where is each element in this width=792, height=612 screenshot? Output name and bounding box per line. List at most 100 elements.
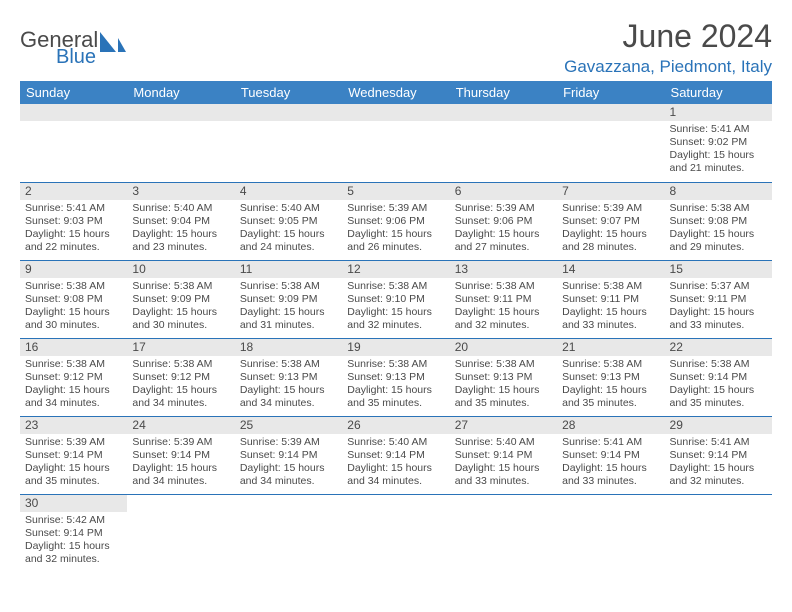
day-line: Daylight: 15 hours: [25, 384, 122, 397]
day-line: and 35 minutes.: [347, 397, 444, 410]
day-line: and 34 minutes.: [240, 397, 337, 410]
day-line: and 33 minutes.: [562, 475, 659, 488]
day-body: Sunrise: 5:41 AMSunset: 9:14 PMDaylight:…: [557, 434, 664, 493]
day-line: Sunrise: 5:42 AM: [25, 514, 122, 527]
day-body: Sunrise: 5:39 AMSunset: 9:07 PMDaylight:…: [557, 200, 664, 259]
day-line: Sunrise: 5:41 AM: [25, 202, 122, 215]
day-number: 15: [665, 261, 772, 278]
calendar-week-row: 1Sunrise: 5:41 AMSunset: 9:02 PMDaylight…: [20, 104, 772, 182]
day-body: Sunrise: 5:38 AMSunset: 9:13 PMDaylight:…: [342, 356, 449, 415]
day-body: Sunrise: 5:38 AMSunset: 9:11 PMDaylight:…: [557, 278, 664, 337]
weekday-header-row: Sunday Monday Tuesday Wednesday Thursday…: [20, 81, 772, 104]
day-line: Daylight: 15 hours: [240, 462, 337, 475]
calendar-day-cell: 21Sunrise: 5:38 AMSunset: 9:13 PMDayligh…: [557, 338, 664, 416]
day-number: 5: [342, 183, 449, 200]
calendar-day-cell: 13Sunrise: 5:38 AMSunset: 9:11 PMDayligh…: [450, 260, 557, 338]
day-line: Daylight: 15 hours: [25, 462, 122, 475]
day-line: Sunset: 9:12 PM: [132, 371, 229, 384]
day-line: Daylight: 15 hours: [455, 306, 552, 319]
day-number: 17: [127, 339, 234, 356]
day-number: 21: [557, 339, 664, 356]
day-number-empty: [20, 104, 127, 121]
day-number: 23: [20, 417, 127, 434]
day-line: and 35 minutes.: [455, 397, 552, 410]
day-line: and 34 minutes.: [240, 475, 337, 488]
weekday-header: Friday: [557, 81, 664, 104]
day-body: Sunrise: 5:41 AMSunset: 9:03 PMDaylight:…: [20, 200, 127, 259]
day-line: Sunset: 9:06 PM: [347, 215, 444, 228]
day-line: Sunrise: 5:39 AM: [562, 202, 659, 215]
day-line: and 21 minutes.: [670, 162, 767, 175]
calendar-day-cell: [127, 104, 234, 182]
day-line: Daylight: 15 hours: [132, 462, 229, 475]
calendar-day-cell: 24Sunrise: 5:39 AMSunset: 9:14 PMDayligh…: [127, 416, 234, 494]
day-line: Sunrise: 5:38 AM: [25, 358, 122, 371]
day-line: Sunrise: 5:38 AM: [455, 358, 552, 371]
day-line: Sunrise: 5:39 AM: [455, 202, 552, 215]
calendar-day-cell: [20, 104, 127, 182]
day-body: Sunrise: 5:38 AMSunset: 9:09 PMDaylight:…: [127, 278, 234, 337]
day-number-empty: [235, 104, 342, 121]
calendar-week-row: 30Sunrise: 5:42 AMSunset: 9:14 PMDayligh…: [20, 494, 772, 572]
logo-text-blue: Blue: [56, 47, 98, 67]
calendar-day-cell: 12Sunrise: 5:38 AMSunset: 9:10 PMDayligh…: [342, 260, 449, 338]
day-line: Sunrise: 5:38 AM: [347, 358, 444, 371]
day-body: Sunrise: 5:38 AMSunset: 9:13 PMDaylight:…: [557, 356, 664, 415]
calendar-day-cell: 19Sunrise: 5:38 AMSunset: 9:13 PMDayligh…: [342, 338, 449, 416]
day-line: Sunrise: 5:38 AM: [132, 358, 229, 371]
day-body: Sunrise: 5:40 AMSunset: 9:14 PMDaylight:…: [342, 434, 449, 493]
day-line: Daylight: 15 hours: [670, 462, 767, 475]
calendar-day-cell: 1Sunrise: 5:41 AMSunset: 9:02 PMDaylight…: [665, 104, 772, 182]
day-line: Sunset: 9:14 PM: [240, 449, 337, 462]
day-line: Daylight: 15 hours: [455, 384, 552, 397]
weekday-header: Saturday: [665, 81, 772, 104]
day-number-empty: [342, 104, 449, 121]
calendar-day-cell: 11Sunrise: 5:38 AMSunset: 9:09 PMDayligh…: [235, 260, 342, 338]
day-number: 7: [557, 183, 664, 200]
day-line: and 32 minutes.: [25, 553, 122, 566]
calendar-day-cell: 3Sunrise: 5:40 AMSunset: 9:04 PMDaylight…: [127, 182, 234, 260]
day-line: Sunset: 9:02 PM: [670, 136, 767, 149]
day-line: and 30 minutes.: [132, 319, 229, 332]
day-line: Sunrise: 5:38 AM: [455, 280, 552, 293]
day-number: 29: [665, 417, 772, 434]
calendar-week-row: 23Sunrise: 5:39 AMSunset: 9:14 PMDayligh…: [20, 416, 772, 494]
calendar-day-cell: 7Sunrise: 5:39 AMSunset: 9:07 PMDaylight…: [557, 182, 664, 260]
day-line: Sunrise: 5:39 AM: [347, 202, 444, 215]
day-line: Sunrise: 5:38 AM: [240, 358, 337, 371]
day-line: Daylight: 15 hours: [455, 462, 552, 475]
calendar-day-cell: 4Sunrise: 5:40 AMSunset: 9:05 PMDaylight…: [235, 182, 342, 260]
calendar-week-row: 16Sunrise: 5:38 AMSunset: 9:12 PMDayligh…: [20, 338, 772, 416]
calendar-day-cell: 28Sunrise: 5:41 AMSunset: 9:14 PMDayligh…: [557, 416, 664, 494]
day-line: Sunrise: 5:37 AM: [670, 280, 767, 293]
calendar-day-cell: [557, 104, 664, 182]
day-line: and 35 minutes.: [562, 397, 659, 410]
day-body: Sunrise: 5:41 AMSunset: 9:02 PMDaylight:…: [665, 121, 772, 180]
day-line: Sunrise: 5:41 AM: [562, 436, 659, 449]
day-line: and 35 minutes.: [670, 397, 767, 410]
day-line: and 32 minutes.: [670, 475, 767, 488]
day-line: Sunset: 9:14 PM: [25, 527, 122, 540]
day-line: Sunrise: 5:40 AM: [347, 436, 444, 449]
calendar-day-cell: 9Sunrise: 5:38 AMSunset: 9:08 PMDaylight…: [20, 260, 127, 338]
day-line: Sunset: 9:14 PM: [132, 449, 229, 462]
calendar-day-cell: 14Sunrise: 5:38 AMSunset: 9:11 PMDayligh…: [557, 260, 664, 338]
day-line: and 35 minutes.: [25, 475, 122, 488]
day-line: Sunrise: 5:39 AM: [240, 436, 337, 449]
day-line: Daylight: 15 hours: [347, 306, 444, 319]
calendar-table: Sunday Monday Tuesday Wednesday Thursday…: [20, 81, 772, 572]
day-line: Sunrise: 5:38 AM: [562, 280, 659, 293]
day-body: Sunrise: 5:38 AMSunset: 9:13 PMDaylight:…: [450, 356, 557, 415]
day-line: and 27 minutes.: [455, 241, 552, 254]
day-body: Sunrise: 5:40 AMSunset: 9:14 PMDaylight:…: [450, 434, 557, 493]
day-body: Sunrise: 5:39 AMSunset: 9:14 PMDaylight:…: [127, 434, 234, 493]
day-line: Sunrise: 5:38 AM: [25, 280, 122, 293]
day-number: 12: [342, 261, 449, 278]
day-line: and 30 minutes.: [25, 319, 122, 332]
day-line: Sunrise: 5:38 AM: [347, 280, 444, 293]
day-body: Sunrise: 5:41 AMSunset: 9:14 PMDaylight:…: [665, 434, 772, 493]
calendar-day-cell: 30Sunrise: 5:42 AMSunset: 9:14 PMDayligh…: [20, 494, 127, 572]
day-line: Daylight: 15 hours: [670, 306, 767, 319]
day-body: Sunrise: 5:38 AMSunset: 9:14 PMDaylight:…: [665, 356, 772, 415]
day-body: Sunrise: 5:38 AMSunset: 9:10 PMDaylight:…: [342, 278, 449, 337]
